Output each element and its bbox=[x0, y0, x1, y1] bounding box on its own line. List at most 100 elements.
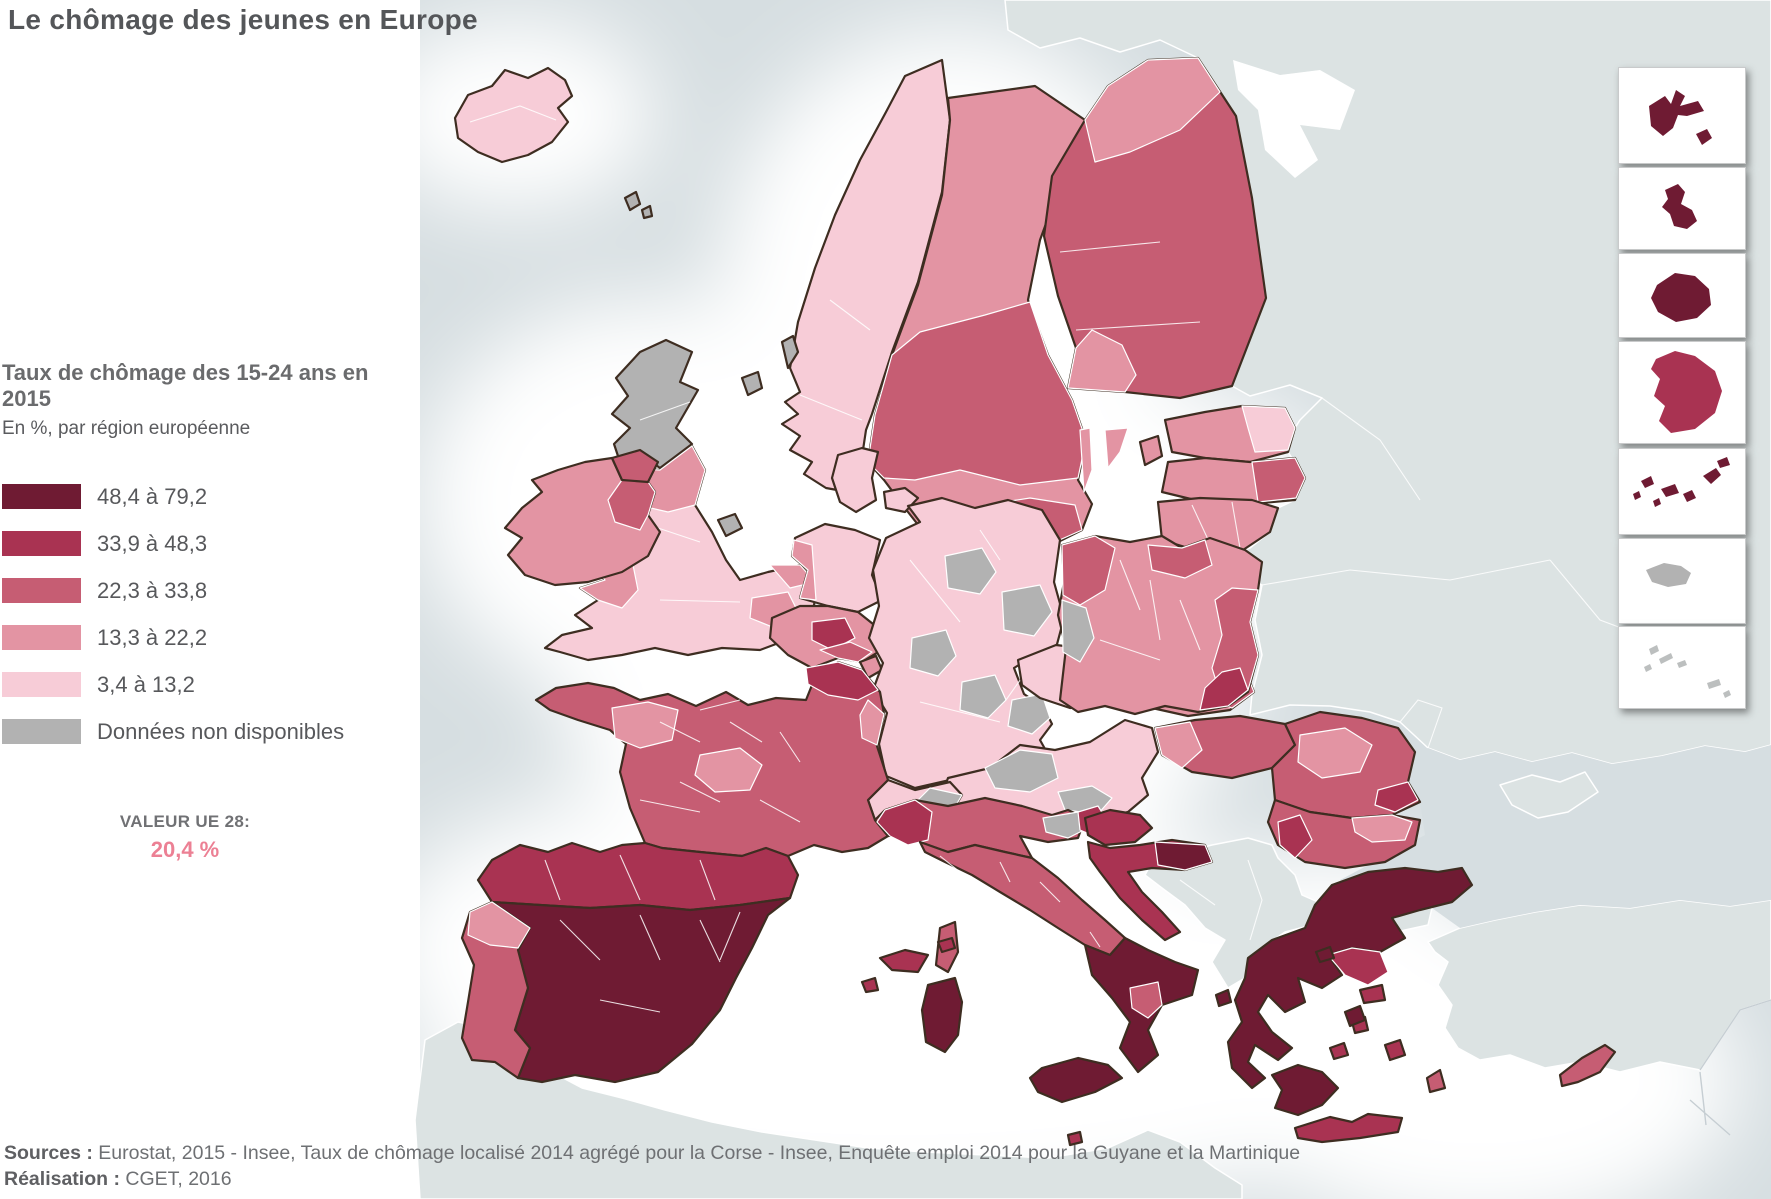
legend-row-3: 22,3 à 33,8 bbox=[2, 578, 402, 603]
region-crete bbox=[1293, 1112, 1404, 1144]
region-norway bbox=[780, 58, 952, 494]
inset-azores-island bbox=[1723, 690, 1731, 698]
region-shetland bbox=[780, 334, 800, 370]
inset-canary-island bbox=[1653, 498, 1661, 507]
legend-label-1: 48,4 à 79,2 bbox=[97, 483, 208, 509]
legend-label-3: 22,3 à 33,8 bbox=[97, 577, 208, 603]
region-iceland bbox=[453, 66, 574, 164]
legend-label-no-data: Données non disponibles bbox=[97, 718, 345, 744]
region-slovenia bbox=[1083, 808, 1154, 847]
realisation-text: CGET, 2016 bbox=[119, 1168, 232, 1190]
region-germany-gray bbox=[1001, 584, 1053, 637]
sources-text: Eurostat, 2015 - Insee, Taux de chômage … bbox=[92, 1142, 1301, 1164]
legend-row-1: 48,4 à 79,2 bbox=[2, 484, 402, 509]
region-aegean-island bbox=[1314, 945, 1336, 964]
region-finland-sw bbox=[1067, 329, 1137, 393]
region-germany-gray bbox=[909, 629, 957, 677]
region-isle-of-man bbox=[716, 512, 744, 538]
region-lesbos bbox=[1358, 983, 1387, 1005]
inset-azores-island bbox=[1649, 645, 1659, 655]
region-crimea bbox=[1499, 771, 1599, 819]
footer: Sources : Eurostat, 2015 - Insee, Taux d… bbox=[4, 1140, 1300, 1192]
region-estonia-isles bbox=[1138, 434, 1164, 467]
inset-azores-island bbox=[1659, 653, 1673, 664]
eu-average-block: VALEUR UE 28: 20,4 % bbox=[60, 812, 310, 863]
inset-box-madeira bbox=[1618, 538, 1746, 624]
region-greece-mid bbox=[1327, 947, 1389, 986]
region-sardinia bbox=[920, 976, 964, 1054]
region-romania-se bbox=[1374, 781, 1419, 813]
legend-row-2: 33,9 à 48,3 bbox=[2, 531, 402, 556]
inset-box-guyane bbox=[1618, 341, 1746, 444]
region-faroe-2 bbox=[640, 204, 654, 220]
inset-canary-island bbox=[1703, 468, 1721, 484]
region-faroe bbox=[623, 190, 642, 212]
inset-guadeloupe bbox=[1649, 90, 1704, 136]
region-estonia-ne bbox=[1241, 405, 1296, 453]
region-aegean-island bbox=[1383, 1038, 1407, 1062]
region-france-centre bbox=[694, 747, 763, 793]
realisation-label: Réalisation : bbox=[4, 1168, 120, 1190]
region-germany-gray bbox=[959, 674, 1007, 719]
region-northern-ireland bbox=[610, 448, 660, 484]
inset-canary-island bbox=[1641, 476, 1654, 488]
inset-martinique bbox=[1662, 184, 1697, 229]
region-orkney bbox=[740, 370, 764, 397]
inset-azores-island bbox=[1644, 664, 1652, 672]
legend-swatch-1 bbox=[2, 484, 81, 509]
sources-line: Sources : Eurostat, 2015 - Insee, Taux d… bbox=[4, 1140, 1300, 1166]
inset-guyane bbox=[1651, 351, 1722, 433]
region-podkarpacie bbox=[1199, 667, 1249, 711]
region-poland-north bbox=[1147, 539, 1213, 579]
legend-swatch-3 bbox=[2, 578, 81, 603]
region-germany-gray bbox=[944, 547, 997, 595]
region-hungary-west bbox=[1154, 721, 1203, 769]
legend: Taux de chômage des 15-24 ans en 2015 En… bbox=[2, 360, 402, 766]
mapped-countries bbox=[453, 56, 1617, 1147]
sources-label: Sources : bbox=[4, 1142, 93, 1164]
region-greece bbox=[1226, 866, 1474, 1090]
region-denmark bbox=[830, 446, 880, 514]
region-tyrol bbox=[984, 749, 1059, 793]
legend-subtitle: En %, par région européenne bbox=[2, 418, 251, 439]
inset-canary-island bbox=[1633, 491, 1641, 500]
region-ionian-island bbox=[1214, 988, 1233, 1008]
region-latvia-east bbox=[1251, 457, 1306, 503]
legend-label-5: 3,4 à 13,2 bbox=[97, 671, 195, 697]
page-title: Le chômage des jeunes en Europe bbox=[8, 4, 478, 35]
legend-swatch-no-data bbox=[2, 719, 81, 744]
inset-canary-island bbox=[1683, 490, 1696, 502]
inset-azores-island bbox=[1707, 679, 1721, 689]
inset-box-reunion bbox=[1618, 253, 1746, 338]
realisation-line: Réalisation : CGET, 2016 bbox=[4, 1166, 1300, 1192]
region-pomerania bbox=[1061, 535, 1116, 606]
region-lubuskie bbox=[1061, 599, 1095, 663]
region-sicily bbox=[1028, 1056, 1124, 1104]
white-sea bbox=[1233, 60, 1355, 178]
region-slavonia bbox=[1154, 841, 1213, 871]
inset-box-azores bbox=[1618, 626, 1746, 709]
region-alsace bbox=[859, 699, 885, 746]
legend-label-4: 13,3 à 22,2 bbox=[97, 624, 208, 650]
region-france-north bbox=[805, 661, 879, 701]
region-portugal-north bbox=[467, 901, 531, 949]
region-cyprus bbox=[1558, 1043, 1617, 1088]
legend-title: Taux de chômage des 15-24 ans en 2015 bbox=[2, 360, 369, 411]
region-spain-north bbox=[476, 841, 800, 912]
region-ibiza bbox=[860, 976, 880, 994]
region-france-loire bbox=[611, 701, 679, 749]
inset-box-martinique bbox=[1618, 167, 1746, 250]
inset-canary-island bbox=[1661, 484, 1679, 497]
inset-canary-island bbox=[1717, 457, 1730, 468]
region-malta bbox=[1066, 1130, 1084, 1147]
region-balearics bbox=[878, 948, 930, 974]
region-ireland-mid bbox=[607, 479, 656, 531]
inset-madeira bbox=[1646, 563, 1691, 587]
region-peloponnese bbox=[1270, 1063, 1340, 1117]
region-menorca bbox=[936, 936, 957, 954]
eu-average-value: 20,4 % bbox=[150, 837, 220, 862]
region-wallonia bbox=[819, 641, 873, 663]
region-aegean-island bbox=[1328, 1041, 1350, 1061]
